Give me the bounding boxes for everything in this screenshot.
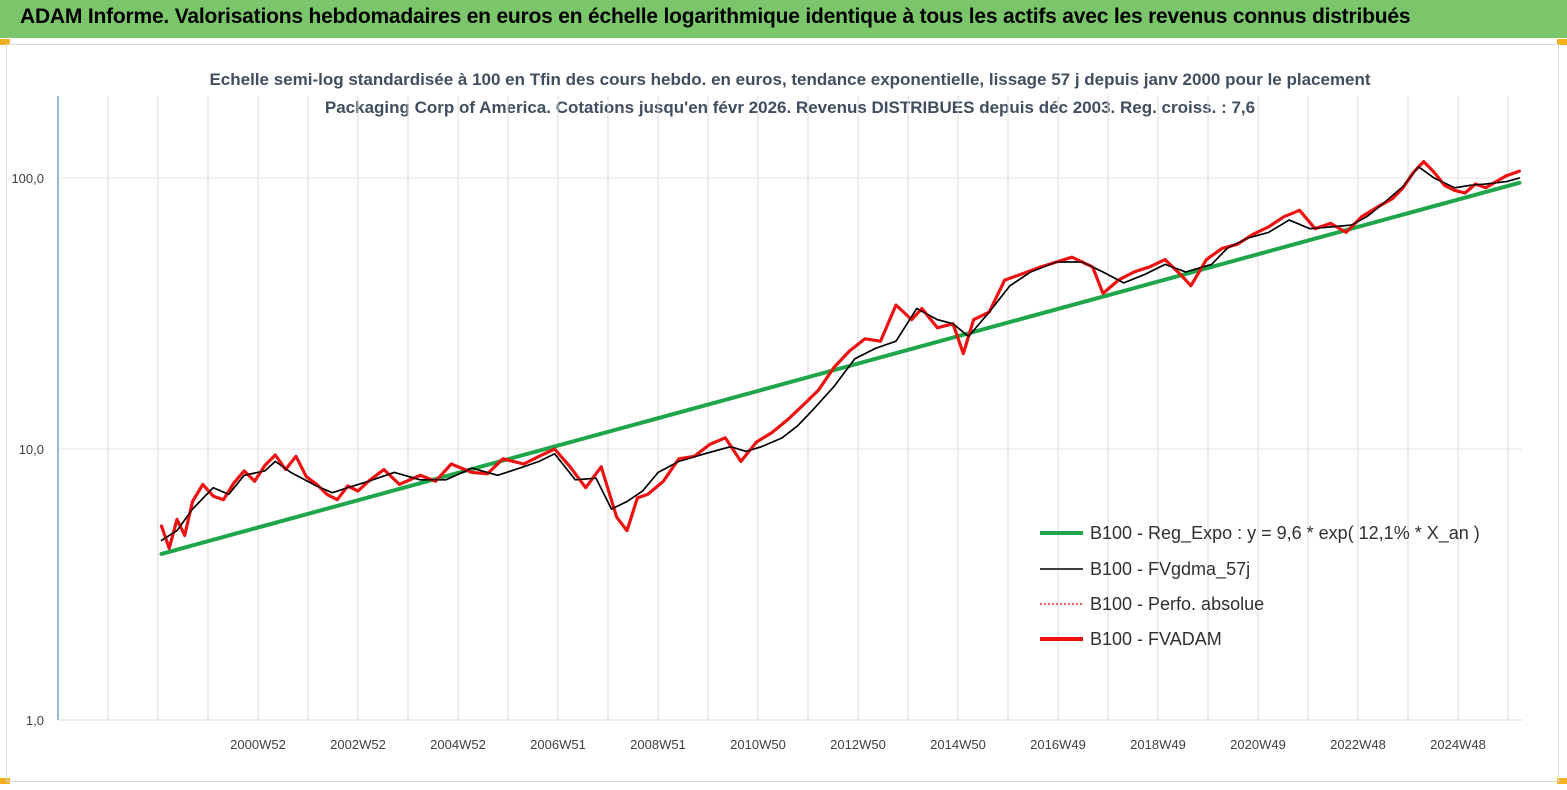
grid-lines: [58, 96, 1522, 721]
x-tick-label: 2018W49: [1130, 737, 1186, 752]
x-tick-label: 2020W49: [1230, 737, 1286, 752]
corner-marker: [0, 778, 10, 784]
series-line-0: [159, 180, 1522, 556]
series-line-3: [159, 160, 1522, 550]
series-layer: [159, 160, 1522, 556]
x-tick-label: 2012W50: [830, 737, 886, 752]
x-tick-label: 2002W52: [330, 737, 386, 752]
corner-marker: [0, 39, 10, 45]
legend-label: B100 - Reg_Expo : y = 9,6 * exp( 12,1% *…: [1090, 523, 1480, 544]
legend-label: B100 - Perfo. absolue: [1090, 594, 1264, 614]
x-tick-label: 2024W48: [1430, 737, 1486, 752]
chart-frame: [6, 44, 1559, 782]
y-axis: 1,0 10,0 100,0: [11, 171, 44, 728]
x-tick-label: 2022W48: [1330, 737, 1386, 752]
chart-title: Echelle semi-log standardisée à 100 en T…: [209, 70, 1371, 117]
x-tick-label: 2010W50: [730, 737, 786, 752]
corner-marker: [1557, 778, 1567, 784]
y-tick-label: 100,0: [11, 171, 44, 186]
x-tick-label: 2016W49: [1030, 737, 1086, 752]
legend-label: B100 - FVgdma_57j: [1090, 559, 1250, 580]
corner-marker: [1557, 39, 1567, 45]
x-axis: 2000W52 2002W52 2004W52 2006W51 2008W51 2010W…: [230, 737, 1486, 752]
x-tick-label: 2000W52: [230, 737, 286, 752]
legend-label: B100 - FVADAM: [1090, 629, 1222, 649]
x-tick-label: 2006W51: [530, 737, 586, 752]
y-tick-label: 1,0: [26, 713, 44, 728]
legend: B100 - Reg_Expo : y = 9,6 * exp( 12,1% *…: [1040, 523, 1480, 649]
report-header-title: ADAM Informe. Valorisations hebdomadaire…: [20, 5, 1411, 28]
x-tick-label: 2008W51: [630, 737, 686, 752]
series-line-smoothed-overlay: [161, 166, 1520, 541]
report-header-bar: ADAM Informe. Valorisations hebdomadaire…: [0, 0, 1567, 38]
x-tick-label: 2004W52: [430, 737, 486, 752]
y-tick-label: 10,0: [19, 442, 44, 457]
x-tick-label: 2014W50: [930, 737, 986, 752]
